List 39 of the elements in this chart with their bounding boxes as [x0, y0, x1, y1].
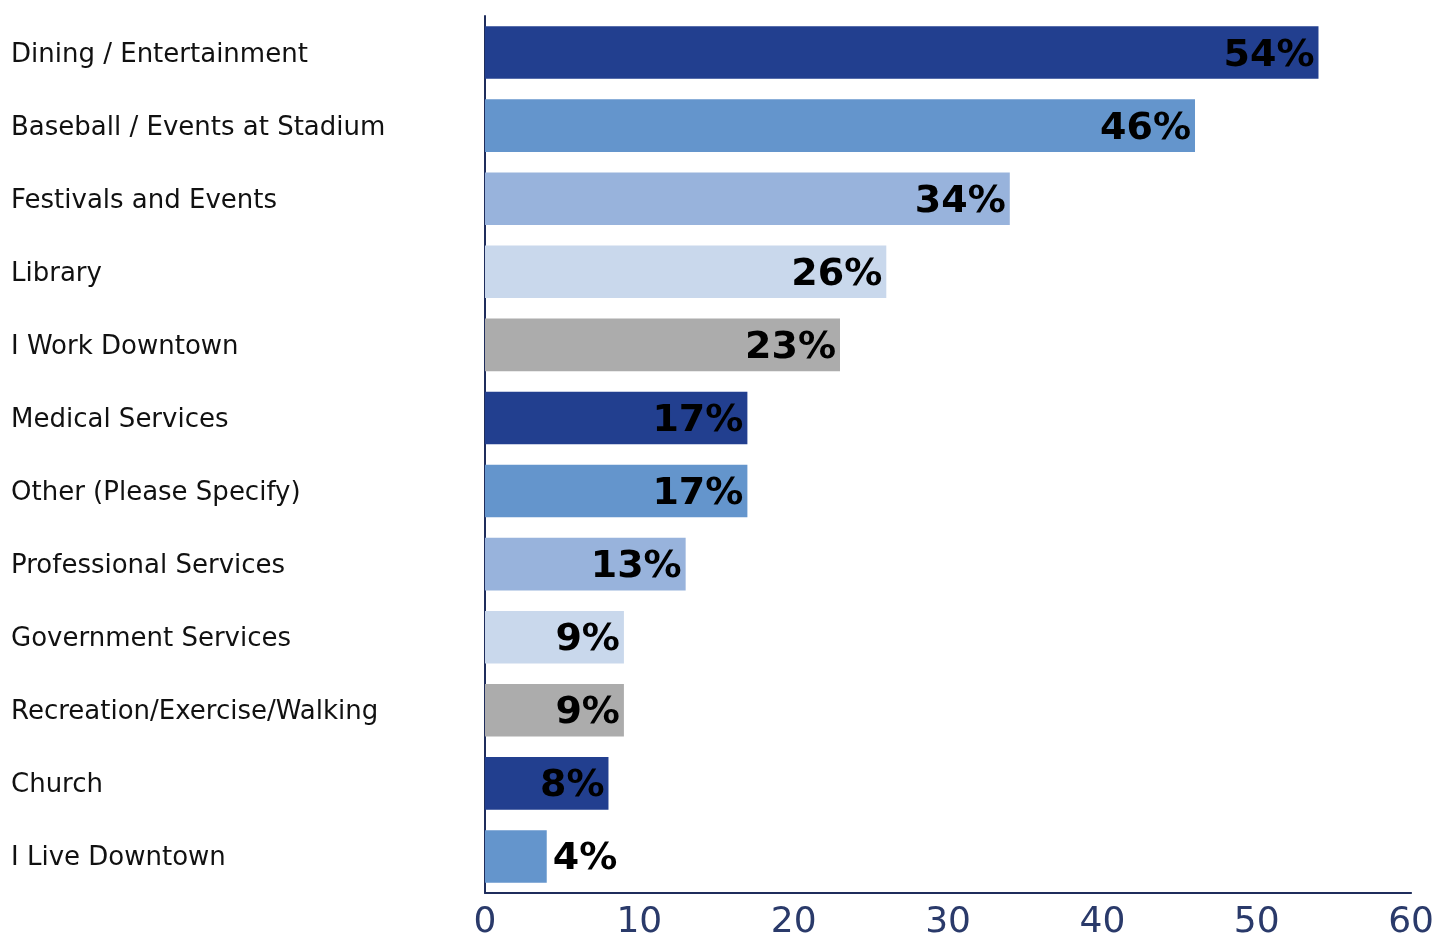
data-label: 26%: [791, 249, 883, 294]
bar: [485, 245, 887, 299]
data-label: 9%: [555, 688, 620, 733]
bar: [485, 391, 748, 445]
data-label: 54%: [1223, 30, 1315, 75]
y-tick-label: Medical Services: [11, 402, 229, 433]
y-tick-label: Government Services: [11, 622, 292, 653]
data-label: 34%: [914, 176, 1006, 221]
x-tick-label: 20: [770, 898, 817, 940]
x-tick-label: 30: [925, 898, 971, 940]
y-tick-label: I Work Downtown: [11, 329, 239, 360]
x-tick-label: 40: [1079, 898, 1126, 940]
bar: [485, 26, 1319, 79]
bar: [485, 464, 748, 518]
y-tick-label: Church: [11, 768, 104, 799]
y-tick-label: Festivals and Events: [11, 183, 278, 214]
data-label: 9%: [555, 615, 620, 660]
y-tick-label: I Live Downtown: [11, 841, 226, 872]
bar: [485, 318, 840, 372]
y-tick-label: Recreation/Exercise/Walking: [11, 695, 379, 726]
data-label: 17%: [652, 395, 744, 440]
y-tick-label: Baseball / Events at Stadium: [11, 110, 386, 141]
data-label: 17%: [652, 469, 744, 514]
y-tick-label: Dining / Entertainment: [11, 37, 308, 68]
data-label: 4%: [552, 834, 618, 879]
y-tick-label: Professional Services: [11, 549, 286, 580]
y-tick-label: Other (Please Specify): [11, 476, 301, 507]
x-tick-label: 60: [1388, 898, 1434, 940]
data-label: 46%: [1100, 103, 1192, 148]
data-label: 23%: [745, 322, 836, 367]
data-label: 8%: [539, 761, 605, 806]
x-tick-label: 10: [616, 898, 663, 940]
x-tick-label: 0: [473, 898, 497, 940]
data-label: 13%: [590, 542, 682, 587]
x-tick-label: 50: [1233, 898, 1280, 940]
y-tick-label: Library: [11, 256, 102, 287]
bar: [485, 830, 547, 883]
bar: [485, 99, 1196, 152]
bar: [485, 172, 1010, 226]
